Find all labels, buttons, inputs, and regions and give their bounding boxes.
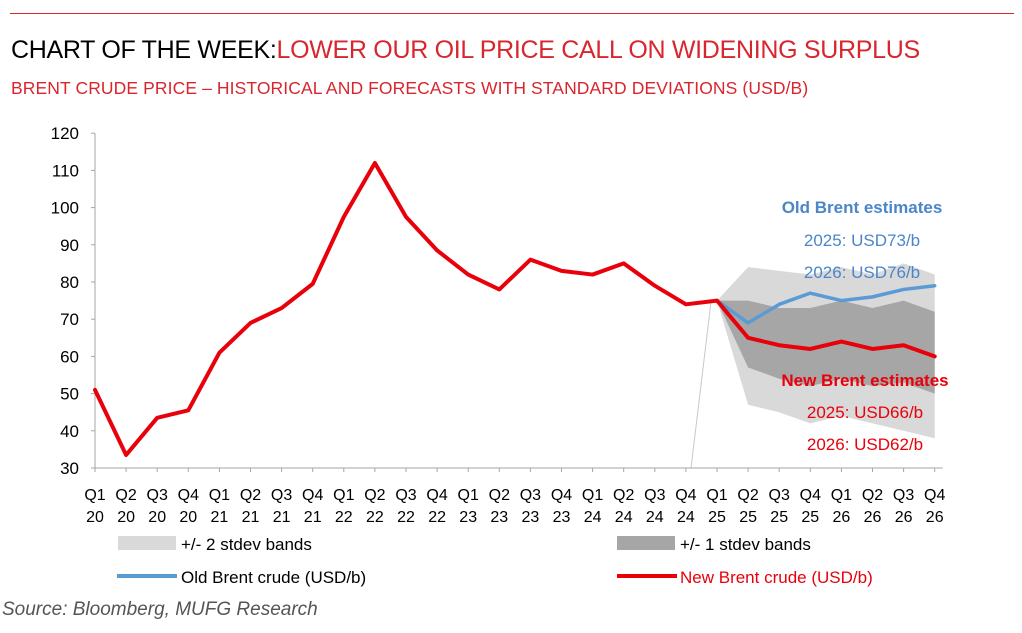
x-tick-label-year: 24	[584, 509, 602, 526]
y-tick-label: 30	[60, 459, 79, 478]
x-tick-label-quarter: Q3	[147, 487, 168, 504]
legend-label-new: New Brent crude (USD/b)	[680, 568, 873, 587]
x-tick-label-quarter: Q4	[302, 487, 323, 504]
x-tick-label-year: 22	[335, 509, 353, 526]
x-tick-label-year: 22	[428, 509, 446, 526]
annotation-new-title: New Brent estimates	[781, 371, 948, 390]
x-tick-label-year: 21	[304, 509, 322, 526]
annotation-old-2025: 2025: USD73/b	[804, 231, 920, 250]
y-tick-label: 40	[60, 422, 79, 441]
x-tick-label-quarter: Q4	[675, 487, 696, 504]
legend-swatch-1stdev	[617, 536, 675, 550]
x-tick-label-quarter: Q2	[489, 487, 510, 504]
legend-label-1stdev: +/- 1 stdev bands	[680, 535, 811, 554]
legend-swatch-2stdev	[118, 536, 176, 550]
x-tick-label-quarter: Q1	[333, 487, 354, 504]
x-tick-label-quarter: Q4	[800, 487, 821, 504]
x-tick-label-year: 26	[833, 509, 851, 526]
x-tick-label-quarter: Q1	[209, 487, 230, 504]
forecast-guide-line	[690, 301, 712, 469]
title-main: LOWER OUR OIL PRICE CALL ON WIDENING SUR…	[276, 36, 920, 64]
x-tick-label-year: 24	[677, 509, 695, 526]
chart-title: CHART OF THE WEEK:LOWER OUR OIL PRICE CA…	[11, 36, 920, 65]
top-rule	[10, 13, 1014, 14]
x-tick-label-year: 20	[86, 509, 104, 526]
chart-subtitle: BRENT CRUDE PRICE – HISTORICAL AND FOREC…	[11, 78, 809, 98]
x-tick-label-year: 21	[273, 509, 291, 526]
x-tick-label-quarter: Q2	[364, 487, 385, 504]
y-tick-label: 100	[51, 199, 79, 218]
x-tick-label-year: 25	[801, 509, 819, 526]
x-tick-label-quarter: Q4	[178, 487, 199, 504]
x-tick-label-quarter: Q3	[520, 487, 541, 504]
series-new-brent-line	[93, 160, 937, 457]
x-tick-label-year: 20	[179, 509, 197, 526]
x-tick-label-quarter: Q1	[84, 487, 105, 504]
annotation-new-2026: 2026: USD62/b	[807, 435, 923, 454]
legend-label-2stdev: +/- 2 stdev bands	[181, 535, 312, 554]
x-tick-label-year: 20	[117, 509, 135, 526]
x-tick-label-quarter: Q3	[271, 487, 292, 504]
x-tick-label-year: 26	[864, 509, 882, 526]
x-tick-label-quarter: Q1	[831, 487, 852, 504]
x-tick-label-year: 22	[397, 509, 415, 526]
x-tick-label-year: 23	[459, 509, 477, 526]
x-tick-label-quarter: Q3	[395, 487, 416, 504]
x-tick-label-year: 26	[895, 509, 913, 526]
series-old-brent-line	[715, 283, 937, 325]
legend-label-old: Old Brent crude (USD/b)	[181, 568, 366, 587]
x-tick-label-year: 23	[553, 509, 571, 526]
y-tick-label: 80	[60, 273, 79, 292]
x-tick-label-quarter: Q2	[613, 487, 634, 504]
x-tick-label-year: 24	[615, 509, 633, 526]
x-tick-label-quarter: Q1	[706, 487, 727, 504]
y-tick-label: 70	[60, 310, 79, 329]
annotation-old-2026: 2026: USD76/b	[804, 263, 920, 282]
x-tick-label-quarter: Q2	[115, 487, 136, 504]
x-tick-label-quarter: Q4	[426, 487, 447, 504]
x-tick-label-year: 25	[770, 509, 788, 526]
x-tick-label-quarter: Q2	[240, 487, 261, 504]
x-tick-label-year: 22	[366, 509, 384, 526]
x-tick-label-quarter: Q2	[737, 487, 758, 504]
x-tick-label-year: 25	[708, 509, 726, 526]
x-tick-label-quarter: Q3	[644, 487, 665, 504]
x-tick-label-quarter: Q1	[458, 487, 479, 504]
x-tick-label-year: 23	[522, 509, 540, 526]
y-tick-label: 90	[60, 236, 79, 255]
x-tick-label-year: 20	[148, 509, 166, 526]
source-note: Source: Bloomberg, MUFG Research	[2, 599, 318, 620]
y-tick-label: 120	[51, 124, 79, 143]
x-tick-label-quarter: Q4	[924, 487, 945, 504]
x-tick-label-quarter: Q2	[862, 487, 883, 504]
x-tick-label-year: 24	[646, 509, 664, 526]
title-prefix: CHART OF THE WEEK:	[11, 36, 277, 64]
x-tick-label-year: 21	[242, 509, 260, 526]
y-tick-label: 60	[60, 347, 79, 366]
x-tick-label-quarter: Q1	[582, 487, 603, 504]
y-tick-label: 110	[52, 161, 79, 180]
x-tick-label-quarter: Q4	[551, 487, 572, 504]
x-tick-label-year: 21	[211, 509, 229, 526]
x-tick-label-quarter: Q3	[769, 487, 790, 504]
annotation-old-title: Old Brent estimates	[782, 198, 943, 217]
x-tick-label-year: 25	[739, 509, 757, 526]
y-tick-label: 50	[60, 385, 79, 404]
x-tick-label-year: 23	[490, 509, 508, 526]
annotation-new-2025: 2025: USD66/b	[807, 403, 923, 422]
x-tick-label-year: 26	[926, 509, 944, 526]
x-tick-label-quarter: Q3	[893, 487, 914, 504]
